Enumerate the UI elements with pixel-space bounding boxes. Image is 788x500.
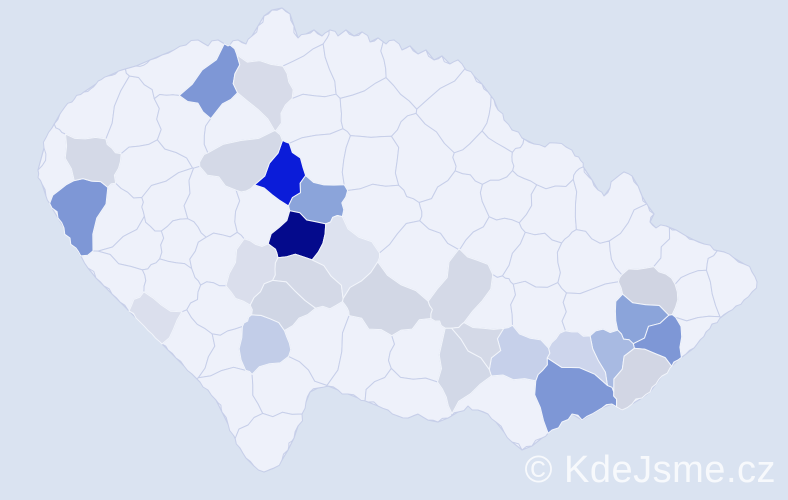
district-cell-highlighted[interactable]	[128, 291, 183, 345]
district-cell-highlighted[interactable]	[199, 130, 283, 193]
district-cell-highlighted[interactable]	[613, 347, 673, 411]
district-cell[interactable]	[572, 166, 648, 244]
district-cell-highlighted[interactable]	[64, 133, 122, 188]
district-cell-highlighted[interactable]	[232, 54, 294, 132]
district-cell[interactable]	[380, 39, 466, 110]
district-cell-highlighted[interactable]	[49, 178, 109, 257]
district-cell[interactable]	[234, 411, 303, 473]
district-cell-highlighted[interactable]	[546, 330, 608, 386]
district-cell-highlighted[interactable]	[225, 238, 279, 306]
district-cell[interactable]	[675, 315, 722, 358]
district-cell-highlighted[interactable]	[178, 43, 241, 119]
district-cell-highlighted[interactable]	[437, 327, 492, 415]
district-cell[interactable]	[706, 250, 758, 318]
district-cell[interactable]	[341, 135, 400, 191]
district-cell[interactable]	[125, 39, 225, 100]
district-cell[interactable]	[364, 367, 453, 423]
